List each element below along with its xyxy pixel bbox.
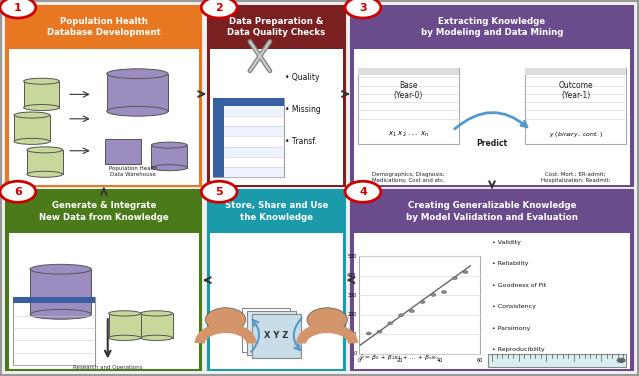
Ellipse shape	[141, 335, 173, 341]
FancyBboxPatch shape	[13, 297, 95, 303]
FancyBboxPatch shape	[27, 150, 63, 174]
Text: Data Preparation &
Data Quality Checks: Data Preparation & Data Quality Checks	[227, 17, 325, 37]
Text: Cost; Mort.; ER-admit;
Hospitalization; Readmit;: Cost; Mort.; ER-admit; Hospitalization; …	[541, 172, 610, 183]
Text: • Goodness of Fit: • Goodness of Fit	[491, 283, 546, 288]
Ellipse shape	[107, 106, 168, 116]
Text: 100: 100	[347, 332, 357, 337]
Circle shape	[442, 291, 447, 294]
FancyBboxPatch shape	[224, 167, 284, 177]
Ellipse shape	[14, 112, 50, 118]
Text: ŷ = β₀ + β₁x₁ + ... + βₙxₙ: ŷ = β₀ + β₁x₁ + ... + βₙxₙ	[359, 355, 438, 361]
FancyBboxPatch shape	[488, 354, 626, 367]
FancyBboxPatch shape	[151, 145, 187, 168]
Text: 4: 4	[359, 187, 367, 197]
Circle shape	[345, 0, 381, 18]
Text: $x_1\ x_2\ ...\ x_n$: $x_1\ x_2\ ...\ x_n$	[388, 130, 429, 139]
Text: $y\ (binary,\ cont.)$: $y\ (binary,\ cont.)$	[549, 130, 603, 139]
Ellipse shape	[30, 309, 91, 319]
Circle shape	[463, 271, 468, 274]
FancyBboxPatch shape	[13, 297, 95, 365]
Ellipse shape	[27, 171, 63, 177]
Circle shape	[452, 277, 458, 280]
FancyBboxPatch shape	[242, 308, 290, 352]
Text: Population Health
Data Warehouse: Population Health Data Warehouse	[109, 166, 157, 177]
Text: 0: 0	[358, 358, 360, 363]
Text: Predict: Predict	[477, 139, 507, 148]
FancyBboxPatch shape	[354, 233, 630, 369]
Circle shape	[206, 308, 246, 332]
FancyBboxPatch shape	[224, 147, 284, 157]
Circle shape	[201, 181, 237, 202]
Text: 2: 2	[215, 3, 223, 12]
FancyBboxPatch shape	[109, 314, 141, 338]
Circle shape	[201, 0, 237, 18]
Text: • Reliability: • Reliability	[491, 261, 528, 267]
FancyBboxPatch shape	[359, 256, 480, 354]
Text: 300: 300	[347, 293, 357, 298]
Ellipse shape	[109, 335, 141, 341]
FancyBboxPatch shape	[525, 68, 626, 76]
Ellipse shape	[151, 165, 187, 171]
Text: 40: 40	[436, 358, 443, 363]
Text: Demographics; Diagnosis;
Medications; Cost and etc.: Demographics; Diagnosis; Medications; Co…	[372, 172, 445, 183]
Ellipse shape	[14, 138, 50, 144]
Text: 5: 5	[215, 187, 223, 197]
Ellipse shape	[24, 78, 59, 84]
Circle shape	[420, 300, 425, 303]
FancyBboxPatch shape	[354, 49, 630, 185]
Text: • Reproducibility: • Reproducibility	[491, 347, 544, 352]
FancyBboxPatch shape	[213, 98, 284, 106]
Ellipse shape	[27, 147, 63, 153]
Text: • Consistency: • Consistency	[491, 304, 535, 309]
FancyBboxPatch shape	[351, 6, 633, 186]
Circle shape	[366, 332, 371, 335]
FancyBboxPatch shape	[525, 68, 626, 144]
Text: Population Health
Database Development: Population Health Database Development	[47, 17, 161, 37]
Text: 0: 0	[353, 351, 357, 356]
FancyBboxPatch shape	[6, 6, 201, 186]
Ellipse shape	[107, 69, 168, 79]
FancyBboxPatch shape	[358, 68, 459, 76]
Text: 6: 6	[14, 187, 22, 197]
Text: 200: 200	[347, 312, 357, 317]
Ellipse shape	[141, 311, 173, 316]
Text: Research and Operations: Research and Operations	[73, 365, 142, 370]
Circle shape	[345, 181, 381, 202]
Text: 500: 500	[347, 253, 357, 259]
FancyBboxPatch shape	[252, 314, 301, 358]
Ellipse shape	[109, 311, 141, 316]
Circle shape	[0, 181, 36, 202]
Text: Extracting Knowledge
by Modeling and Data Mining: Extracting Knowledge by Modeling and Dat…	[421, 17, 563, 37]
FancyBboxPatch shape	[210, 49, 343, 185]
Text: 20: 20	[396, 358, 403, 363]
FancyBboxPatch shape	[224, 106, 284, 116]
FancyBboxPatch shape	[14, 115, 50, 141]
Text: • Missing: • Missing	[284, 105, 320, 114]
FancyBboxPatch shape	[208, 6, 345, 186]
Text: Creating Generalizable Knowledge
by Model Validation and Evaluation: Creating Generalizable Knowledge by Mode…	[406, 202, 578, 221]
Ellipse shape	[30, 264, 91, 274]
FancyBboxPatch shape	[24, 81, 59, 108]
Circle shape	[377, 330, 382, 333]
Text: Base
(Year-0): Base (Year-0)	[394, 81, 423, 100]
Circle shape	[388, 322, 393, 325]
Text: • Transf.: • Transf.	[284, 137, 316, 146]
Text: 3: 3	[359, 3, 367, 12]
FancyBboxPatch shape	[213, 98, 284, 177]
FancyBboxPatch shape	[105, 139, 141, 164]
FancyBboxPatch shape	[208, 190, 345, 370]
Text: • Validity: • Validity	[491, 240, 520, 245]
FancyBboxPatch shape	[213, 106, 224, 177]
FancyBboxPatch shape	[9, 233, 199, 369]
FancyBboxPatch shape	[30, 269, 91, 314]
Circle shape	[617, 358, 626, 363]
FancyBboxPatch shape	[224, 126, 284, 136]
FancyBboxPatch shape	[141, 314, 173, 338]
FancyBboxPatch shape	[6, 190, 201, 370]
Ellipse shape	[151, 142, 187, 148]
FancyBboxPatch shape	[247, 311, 295, 355]
Circle shape	[307, 308, 348, 332]
Text: Outcome
(Year-1): Outcome (Year-1)	[558, 81, 593, 100]
Circle shape	[0, 0, 36, 18]
